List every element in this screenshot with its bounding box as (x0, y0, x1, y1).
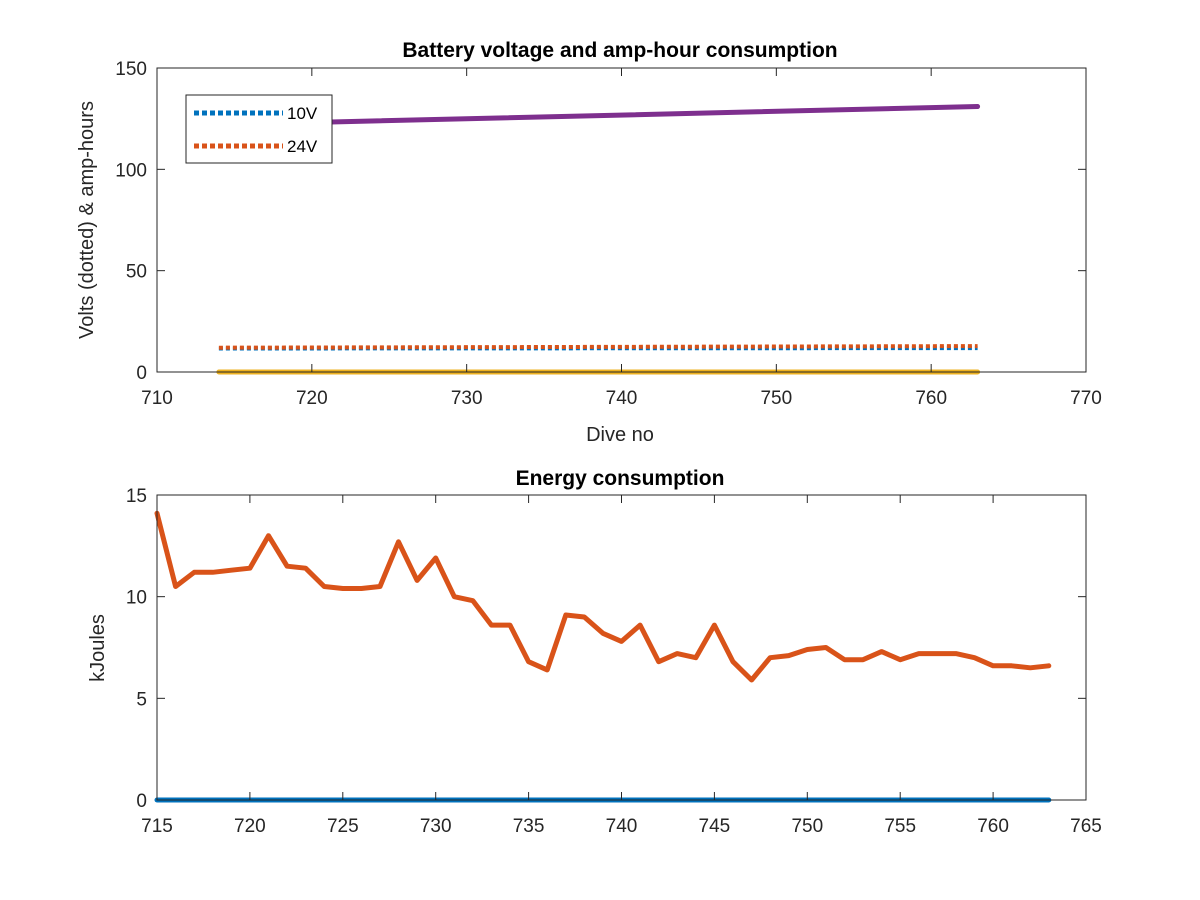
x-tick-label: 765 (1070, 816, 1102, 837)
series-line-2 (154, 510, 1052, 683)
x-tick-label: 720 (234, 816, 266, 837)
y-tick-label: 15 (126, 486, 147, 507)
x-tick-label: 750 (791, 816, 823, 837)
voltage-chart: Battery voltage and amp-hour consumption… (76, 39, 1102, 446)
y-axis-label: Volts (dotted) & amp-hours (76, 101, 98, 339)
plot-frame (156, 494, 1087, 801)
x-tick-label: 715 (141, 816, 173, 837)
x-tick-label: 730 (451, 388, 483, 409)
series-group (154, 510, 1052, 803)
chart-title: Energy consumption (516, 467, 725, 490)
y-tick-label: 0 (136, 363, 147, 384)
x-tick-label: 770 (1070, 388, 1102, 409)
y-tick-label: 100 (115, 160, 147, 181)
legend: 10V 24V (185, 94, 333, 164)
tick-group: 710 720 730 740 750 760 770 0 50 100 150 (115, 59, 1102, 409)
y-axis-label: kJoules (87, 614, 109, 682)
y-tick-label: 50 (126, 262, 147, 283)
x-tick-label: 755 (884, 816, 916, 837)
y-tick-label: 5 (136, 689, 147, 710)
x-tick-label: 760 (915, 388, 947, 409)
x-tick-label: 750 (760, 388, 792, 409)
series-group (216, 104, 981, 375)
legend-label-24v: 24V (287, 137, 318, 156)
x-tick-label: 760 (977, 816, 1009, 837)
x-tick-label: 725 (327, 816, 359, 837)
energy-chart: Energy consumption 715 720 725 730 735 740 745… (87, 467, 1102, 837)
y-tick-label: 0 (136, 791, 147, 812)
legend-label-10v: 10V (287, 104, 318, 123)
x-tick-label: 710 (141, 388, 173, 409)
tick-group: 715 720 725 730 735 740 745 750 755 760 765 0 5 10 15 (126, 486, 1102, 837)
x-axis-label: Dive no (586, 424, 654, 446)
y-tick-label: 10 (126, 588, 147, 609)
legend-box (185, 94, 333, 164)
x-tick-label: 740 (606, 816, 638, 837)
x-tick-label: 745 (699, 816, 731, 837)
y-tick-label: 150 (115, 59, 147, 80)
x-tick-label: 730 (420, 816, 452, 837)
chart-title: Battery voltage and amp-hour consumption (402, 39, 837, 62)
x-tick-label: 740 (606, 388, 638, 409)
x-tick-label: 735 (513, 816, 545, 837)
x-tick-label: 720 (296, 388, 328, 409)
series-line-4 (216, 104, 981, 128)
series-line-24v (218, 344, 978, 350)
